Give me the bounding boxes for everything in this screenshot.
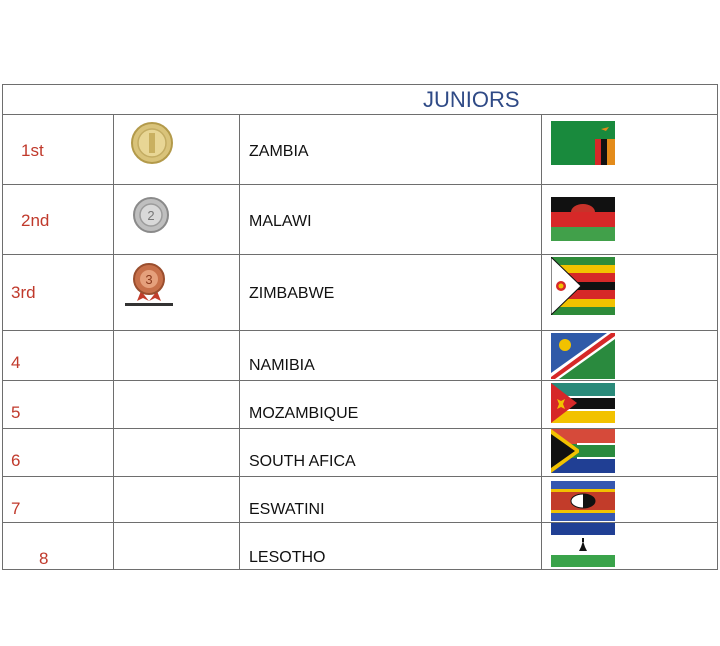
column-divider xyxy=(541,115,542,569)
zimbabwe-flag-icon xyxy=(551,257,615,315)
rank-label: 8 xyxy=(39,549,49,568)
namibia-flag-icon xyxy=(551,333,615,379)
eswatini-flag-icon xyxy=(551,481,615,521)
table-row: 3rd 3 ZIMBABWE xyxy=(3,255,717,331)
column-divider xyxy=(239,115,240,569)
rank-label: 4 xyxy=(11,353,21,372)
country-name: MOZAMBIQUE xyxy=(249,405,359,422)
table-row: 8 LESOTHO xyxy=(3,523,717,571)
table-row: 7 ESWATINI xyxy=(3,477,717,523)
results-table: JUNIORS 1st ZAMBIA 2nd 2 MALAWI xyxy=(2,84,718,570)
country-name: MALAWI xyxy=(249,213,312,230)
rank-label: 6 xyxy=(11,451,21,470)
country-name: LESOTHO xyxy=(249,549,326,566)
rank-label: 1st xyxy=(21,141,44,160)
country-name: ZIMBABWE xyxy=(249,285,335,302)
table-title: JUNIORS xyxy=(423,87,520,112)
column-divider xyxy=(113,115,114,569)
table-row: 2nd 2 MALAWI xyxy=(3,185,717,255)
country-name: ESWATINI xyxy=(249,501,325,518)
rank-label: 2nd xyxy=(21,211,50,230)
gold-medal-icon xyxy=(131,122,173,164)
table-row: 6 SOUTH AFICA xyxy=(3,429,717,477)
svg-text:2: 2 xyxy=(147,208,154,223)
country-name: NAMIBIA xyxy=(249,357,315,374)
zambia-flag-icon xyxy=(551,121,615,165)
country-name: SOUTH AFICA xyxy=(249,453,356,470)
table-row: 1st ZAMBIA xyxy=(3,115,717,185)
bronze-medal-icon: 3 xyxy=(125,263,173,306)
south-africa-flag-icon xyxy=(551,429,615,473)
mozambique-flag-icon xyxy=(551,383,615,423)
table-row: 4 NAMIBIA xyxy=(3,331,717,381)
svg-text:3: 3 xyxy=(145,272,152,287)
rank-label: 5 xyxy=(11,403,21,422)
table-row: 5 MOZAMBIQUE xyxy=(3,381,717,429)
rank-label: 7 xyxy=(11,499,21,518)
rank-label: 3rd xyxy=(11,283,36,302)
country-name: ZAMBIA xyxy=(249,143,309,160)
malawi-flag-icon xyxy=(551,197,615,241)
table-header: JUNIORS xyxy=(3,85,717,115)
silver-medal-icon: 2 xyxy=(133,197,169,233)
lesotho-flag-icon xyxy=(551,523,615,567)
